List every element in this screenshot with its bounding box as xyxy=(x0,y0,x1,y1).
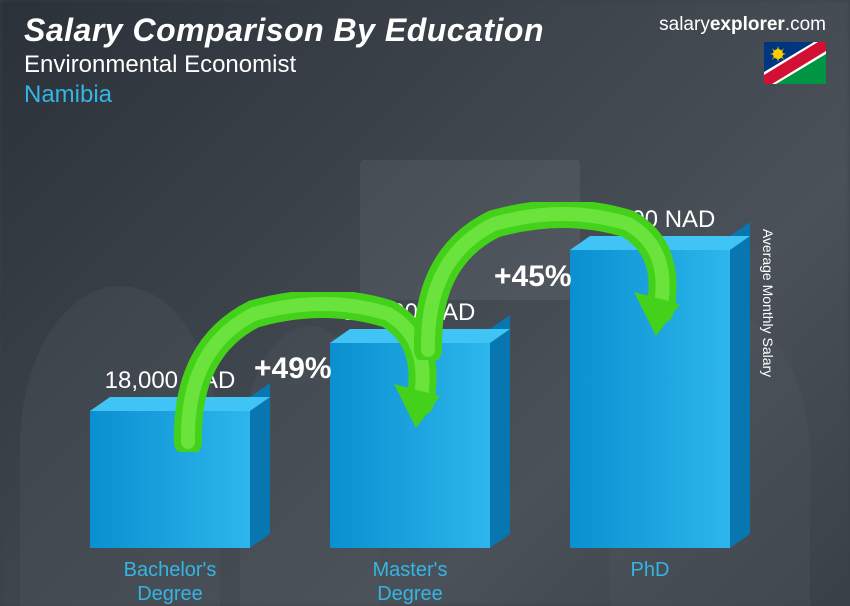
brand-suffix: .com xyxy=(785,14,826,35)
y-axis-label: Average Monthly Salary xyxy=(760,229,776,377)
flag-namibia xyxy=(764,42,826,84)
bar-label-1: Master'sDegree xyxy=(320,558,500,606)
increase-pct-1: +45% xyxy=(494,260,572,294)
brand-text: salaryexplorer.com xyxy=(659,14,826,36)
brand-bold: explorer xyxy=(710,14,785,35)
chart-country: Namibia xyxy=(24,81,826,109)
bar-label-2: PhD xyxy=(560,558,740,582)
increase-pct-0: +49% xyxy=(254,352,332,386)
chart-area: 18,000 NADBachelor'sDegree26,900 NADMast… xyxy=(0,136,850,606)
bar-label-0: Bachelor'sDegree xyxy=(80,558,260,606)
bar-side-face xyxy=(730,222,750,548)
brand-block: salaryexplorer.com xyxy=(659,14,826,84)
brand-prefix: salary xyxy=(659,14,710,35)
